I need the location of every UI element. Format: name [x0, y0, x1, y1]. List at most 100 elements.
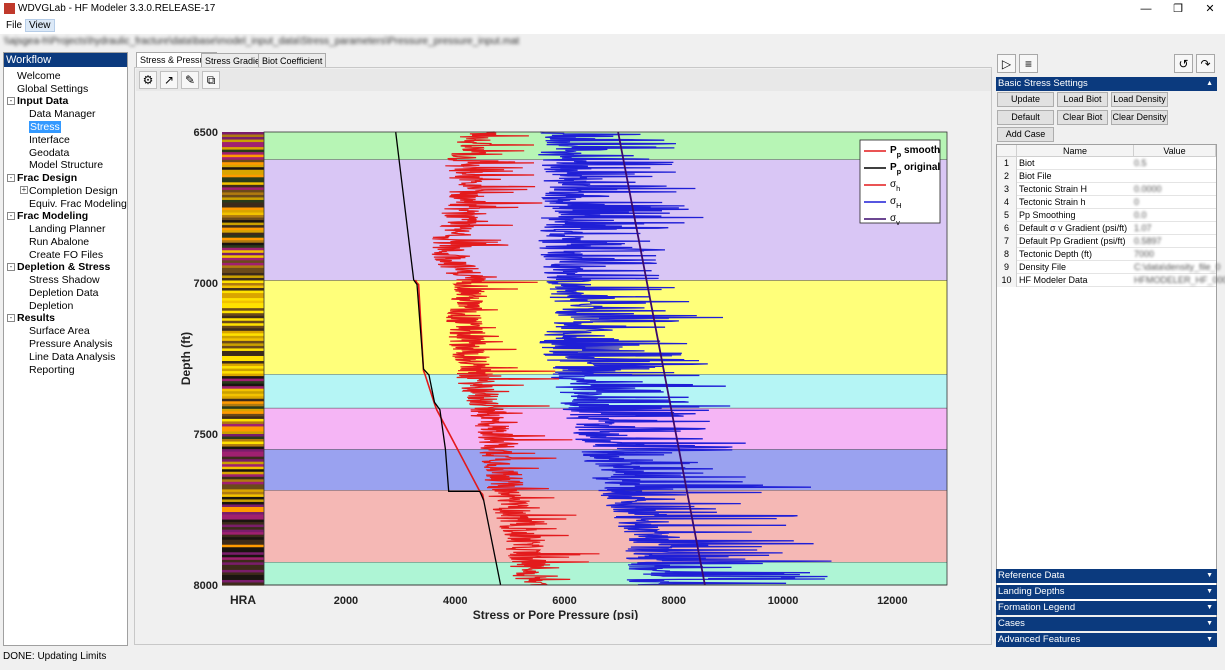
- default-button[interactable]: Default: [997, 110, 1054, 125]
- row-value[interactable]: 0.0000: [1134, 184, 1162, 194]
- update-button[interactable]: Update: [997, 92, 1054, 107]
- workflow-group-depletion-stress[interactable]: Depletion & Stress: [17, 261, 111, 273]
- close-icon[interactable]: ✕: [1205, 3, 1215, 15]
- collapse-icon[interactable]: -: [7, 212, 15, 220]
- workflow-item-welcome[interactable]: Welcome: [17, 70, 61, 82]
- play-icon[interactable]: ▷: [997, 54, 1016, 73]
- table-row[interactable]: 1 Biot 0.5: [997, 157, 1216, 170]
- workflow-item-stress[interactable]: Stress: [29, 121, 61, 133]
- expand-icon[interactable]: +: [20, 185, 28, 194]
- hra-band: [222, 303, 264, 307]
- restore-icon[interactable]: ❐: [1173, 3, 1183, 15]
- clear-density-button[interactable]: Clear Density: [1111, 110, 1168, 125]
- workflow-item-data-manager[interactable]: Data Manager: [29, 108, 96, 120]
- row-value[interactable]: 0.5: [1134, 158, 1147, 168]
- workflow-item-run-abalone[interactable]: Run Abalone: [29, 236, 90, 248]
- hra-band: [222, 323, 264, 327]
- hra-band: [222, 391, 264, 395]
- collapse-icon[interactable]: -: [7, 263, 15, 271]
- collapse-icon[interactable]: -: [7, 97, 15, 105]
- hra-band: [222, 184, 264, 188]
- workflow-item-pressure-analysis[interactable]: Pressure Analysis: [29, 338, 113, 350]
- row-value[interactable]: 0.5897: [1134, 236, 1162, 246]
- legend-label: σH: [890, 196, 902, 210]
- workflow-item-global-settings[interactable]: Global Settings: [17, 83, 89, 95]
- table-row[interactable]: 7 Default Pp Gradient (psi/ft) 0.5897: [997, 235, 1216, 248]
- row-value[interactable]: 1.07: [1134, 223, 1152, 233]
- hra-band: [222, 333, 264, 337]
- minimize-icon[interactable]: —: [1140, 3, 1152, 15]
- menu-view[interactable]: View: [25, 19, 55, 32]
- section-reference-data[interactable]: Reference Data ▼: [996, 569, 1217, 583]
- workflow-item-reporting[interactable]: Reporting: [29, 364, 75, 376]
- formation-zone: [264, 490, 947, 563]
- hra-band: [222, 509, 264, 513]
- load-biot-button[interactable]: Load Biot: [1057, 92, 1108, 107]
- hra-band: [222, 486, 264, 490]
- workflow-item-stress-shadow[interactable]: Stress Shadow: [29, 274, 100, 286]
- hra-band: [222, 549, 264, 553]
- edit-icon[interactable]: ✎: [181, 71, 199, 89]
- row-number: 4: [997, 196, 1017, 209]
- section-formation-legend[interactable]: Formation Legend ▼: [996, 601, 1217, 615]
- workflow-item-equiv-frac[interactable]: Equiv. Frac Modeling: [29, 198, 127, 210]
- workflow-group-frac-design[interactable]: Frac Design: [17, 172, 78, 184]
- collapse-icon[interactable]: -: [7, 174, 15, 182]
- add-case-button[interactable]: Add Case: [997, 127, 1054, 142]
- section-basic-stress-settings[interactable]: Basic Stress Settings ▲: [996, 77, 1217, 91]
- workflow-group-input-data[interactable]: Input Data: [17, 95, 69, 107]
- table-row[interactable]: 5 Pp Smoothing 0.0: [997, 209, 1216, 222]
- clear-biot-button[interactable]: Clear Biot: [1057, 110, 1108, 125]
- hra-band: [222, 172, 264, 176]
- hra-band: [222, 315, 264, 319]
- row-value[interactable]: C:\data\density_file_0: [1134, 262, 1221, 272]
- table-row[interactable]: 4 Tectonic Strain h 0: [997, 196, 1216, 209]
- row-value[interactable]: 0.0: [1134, 210, 1147, 220]
- hra-band: [222, 182, 264, 186]
- row-value[interactable]: 7000: [1134, 249, 1155, 259]
- hra-band: [222, 464, 264, 468]
- add-list-icon[interactable]: ≡: [1019, 54, 1038, 73]
- row-value[interactable]: 0: [1134, 197, 1140, 207]
- hra-band: [222, 308, 264, 312]
- table-row[interactable]: 9 Density File C:\data\density_file_0: [997, 261, 1221, 274]
- table-row[interactable]: 10 HF Modeler Data HFMODELER_HF_0001: [997, 274, 1225, 287]
- expand-arrow-icon: ▼: [1206, 636, 1213, 643]
- redo-icon[interactable]: ↷: [1196, 54, 1215, 73]
- table-row[interactable]: 3 Tectonic Strain H 0.0000: [997, 183, 1216, 196]
- workflow-item-landing-planner[interactable]: Landing Planner: [29, 223, 106, 235]
- hra-band: [222, 481, 264, 485]
- workflow-item-completion-design[interactable]: Completion Design: [29, 185, 118, 197]
- tab-biot-coefficient[interactable]: Biot Coefficient: [258, 53, 327, 68]
- workflow-item-depletion-data[interactable]: Depletion Data: [29, 287, 99, 299]
- workflow-group-results[interactable]: Results: [17, 312, 55, 324]
- table-row[interactable]: 2 Biot File: [997, 170, 1216, 183]
- menu-file[interactable]: File: [6, 20, 23, 31]
- workflow-item-create-fo[interactable]: Create FO Files: [29, 249, 104, 261]
- row-name: Tectonic Depth (ft): [1019, 249, 1093, 259]
- export-icon[interactable]: ↗: [160, 71, 178, 89]
- workflow-item-geodata[interactable]: Geodata: [29, 147, 70, 159]
- section-cases[interactable]: Cases ▼: [996, 617, 1217, 631]
- section-landing-depths[interactable]: Landing Depths ▼: [996, 585, 1217, 599]
- gear-icon[interactable]: ⚙: [139, 71, 157, 89]
- undo-icon[interactable]: ↺: [1174, 54, 1193, 73]
- workflow-item-model-structure[interactable]: Model Structure: [29, 159, 104, 171]
- table-row[interactable]: 8 Tectonic Depth (ft) 7000: [997, 248, 1216, 261]
- workflow-group-frac-modeling[interactable]: Frac Modeling: [17, 210, 89, 222]
- workflow-item-depletion[interactable]: Depletion: [29, 300, 74, 312]
- section-title: Advanced Features: [998, 634, 1081, 645]
- section-advanced-features[interactable]: Advanced Features ▼: [996, 633, 1217, 647]
- workflow-item-surface-area[interactable]: Surface Area: [29, 325, 90, 337]
- column-header-value: Value: [1134, 145, 1216, 157]
- row-value[interactable]: HFMODELER_HF_0001: [1134, 275, 1225, 285]
- copy-icon[interactable]: ⧉: [202, 71, 220, 89]
- workflow-item-line-data[interactable]: Line Data Analysis: [29, 351, 116, 363]
- section-title: Reference Data: [998, 570, 1065, 581]
- hra-band: [222, 517, 264, 521]
- table-row[interactable]: 6 Default σ v Gradient (psi/ft) 1.07: [997, 222, 1216, 235]
- collapse-icon[interactable]: -: [7, 314, 15, 322]
- workflow-item-interface[interactable]: Interface: [29, 134, 70, 146]
- legend-label: Pp smooth: [890, 145, 940, 159]
- load-density-button[interactable]: Load Density: [1111, 92, 1168, 107]
